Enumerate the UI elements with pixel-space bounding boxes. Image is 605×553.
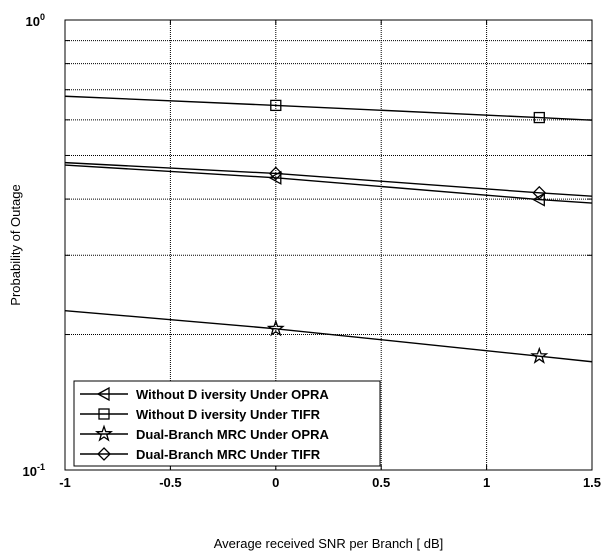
x-tick-label: 1	[483, 475, 490, 490]
series-line	[64, 95, 593, 121]
legend-label: Dual-Branch MRC Under OPRA	[136, 427, 329, 442]
x-tick-label: 0.5	[372, 475, 390, 490]
legend-marker-triangle-left	[96, 386, 110, 402]
data-point-star	[530, 346, 549, 364]
series-line	[64, 309, 593, 363]
series-star	[64, 309, 593, 364]
legend-label: Without D iversity Under TIFR	[136, 407, 321, 422]
tick-layer: -1 -0.5 0 0.5 1 1.5 10-1 100	[23, 12, 602, 490]
y-tick-label: 100	[26, 12, 45, 29]
series-line	[64, 161, 593, 197]
x-tick-label: -0.5	[159, 475, 181, 490]
legend-box	[73, 380, 381, 467]
legend-marker-diamond	[97, 447, 111, 461]
series-diamond	[64, 161, 593, 200]
data-point-diamond	[532, 185, 547, 200]
data-point-square	[533, 111, 545, 124]
data-point-square	[270, 99, 282, 112]
legend-item: Without D iversity Under OPRA	[80, 386, 329, 402]
data-point-triangle-left	[268, 170, 282, 185]
data-point-triangle-left	[531, 192, 545, 207]
legend-label: Without D iversity Under OPRA	[136, 387, 329, 402]
y-axis-label: Probability of Outage	[8, 184, 23, 305]
x-tick-label: 1.5	[583, 475, 601, 490]
x-axis-label: Average received SNR per Branch [ dB]	[214, 536, 444, 551]
plot-frame	[64, 19, 593, 471]
y-tick-label: 10-1	[23, 462, 45, 479]
legend-marker-square	[98, 408, 110, 420]
data-point-star	[266, 319, 285, 337]
series-layer	[64, 95, 593, 364]
legend-item: Dual-Branch MRC Under TIFR	[80, 447, 321, 462]
legend-item: Without D iversity Under TIFR	[80, 407, 321, 422]
legend-item: Dual-Branch MRC Under OPRA	[80, 424, 329, 442]
data-point-diamond	[268, 166, 283, 181]
series-line	[64, 164, 593, 204]
series-triangle-left	[64, 164, 593, 207]
legend: Without D iversity Under OPRA Without D i…	[73, 380, 381, 467]
series-square	[64, 95, 593, 124]
legend-marker-star	[94, 424, 114, 442]
x-tick-label: 0	[272, 475, 279, 490]
x-tick-label: -1	[59, 475, 71, 490]
legend-label: Dual-Branch MRC Under TIFR	[136, 447, 321, 462]
